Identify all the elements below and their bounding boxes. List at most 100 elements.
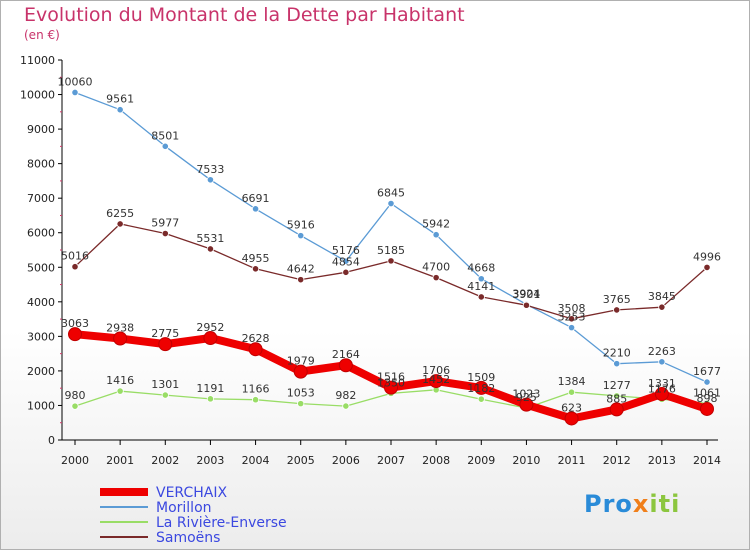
- series-3-label-9: 4141: [467, 280, 495, 293]
- x-tick-label-6: 2006: [332, 454, 360, 467]
- series-2-label-5: 1053: [287, 387, 315, 400]
- series-1-label-3: 7533: [196, 163, 224, 176]
- series-3-point-10: [522, 301, 531, 309]
- series-0-label-13: 1331: [648, 377, 676, 390]
- series-0-point-6: [338, 358, 353, 373]
- series-2-point-6: [342, 402, 350, 410]
- legend-label-0: VERCHAIX: [156, 485, 227, 501]
- series-1-point-12: [613, 360, 621, 368]
- series-3-label-12: 3765: [603, 293, 631, 306]
- series-2-label-2: 1301: [151, 378, 179, 391]
- series-2-label-12: 1277: [603, 379, 631, 392]
- series-0-label-7: 1516: [377, 371, 405, 384]
- y-tick-label-0: 0: [48, 434, 55, 447]
- series-1-label-7: 6845: [377, 187, 405, 200]
- x-tick-label-2: 2002: [151, 454, 179, 467]
- series-1-point-0: [71, 88, 79, 97]
- series-2-label-6: 982: [335, 389, 356, 402]
- series-3-point-3: [206, 245, 215, 253]
- x-tick-label-5: 2005: [287, 454, 315, 467]
- series-0-point-12: [609, 402, 624, 417]
- series-3-label-14: 4996: [693, 250, 721, 263]
- series-0-point-13: [654, 387, 669, 402]
- series-1-point-14: [703, 378, 711, 386]
- series-1-label-6: 5176: [332, 244, 360, 257]
- series-0-point-7: [384, 380, 398, 395]
- series-2-label-11: 1384: [558, 375, 586, 388]
- series-3-point-7: [387, 257, 395, 265]
- series-3-label-11: 3508: [558, 302, 586, 315]
- series-1-label-5: 5916: [287, 219, 315, 232]
- series-3-point-14: [703, 263, 711, 272]
- proxiti-logo: Proxiti: [584, 490, 680, 518]
- series-2-label-3: 1191: [196, 382, 224, 395]
- series-2-label-1: 1416: [106, 374, 134, 387]
- series-3-point-5: [297, 276, 305, 284]
- series-3-label-6: 4854: [332, 255, 360, 268]
- series-1-label-0: 10060: [58, 75, 93, 88]
- series-3-point-6: [342, 268, 350, 276]
- y-tick-label-5: 5000: [27, 261, 55, 274]
- series-0-point-11: [564, 411, 579, 426]
- series-1-label-13: 2263: [648, 345, 676, 358]
- series-1-point-4: [251, 205, 260, 213]
- series-2-point-4: [251, 396, 260, 404]
- series-0-label-2: 2775: [151, 327, 179, 340]
- x-tick-label-9: 2009: [467, 454, 495, 467]
- series-3-point-11: [567, 315, 576, 323]
- series-0-point-5: [293, 364, 308, 379]
- series-1-point-7: [387, 199, 395, 208]
- legend-label-2: La Rivière-Enverse: [156, 515, 287, 531]
- series-3-label-1: 6255: [106, 207, 134, 220]
- y-tick-label-11: 11000: [20, 54, 55, 67]
- series-3-label-4: 4955: [242, 252, 270, 265]
- series-2-label-8: 1452: [422, 373, 450, 386]
- series-2-point-11: [567, 388, 576, 396]
- series-3-label-8: 4700: [422, 261, 450, 274]
- logo-part-3: iti: [649, 490, 681, 518]
- x-tick-label-11: 2011: [558, 454, 586, 467]
- series-1-label-2: 8501: [151, 129, 179, 142]
- series-0-label-12: 885: [606, 392, 627, 405]
- series-3-point-1: [116, 220, 124, 228]
- series-1-point-2: [161, 142, 169, 150]
- series-0-point-9: [474, 380, 489, 395]
- x-tick-label-7: 2007: [377, 454, 405, 467]
- series-0-point-0: [68, 327, 82, 342]
- series-0-label-4: 2628: [242, 332, 270, 345]
- y-tick-label-6: 6000: [27, 227, 55, 240]
- y-tick-label-1: 1000: [27, 399, 55, 412]
- series-0-point-2: [158, 337, 173, 352]
- legend-label-1: Morillon: [156, 500, 212, 516]
- x-tick-label-13: 2013: [648, 454, 676, 467]
- logo-part-2: x: [632, 490, 650, 518]
- series-0-label-9: 1509: [467, 371, 495, 384]
- series-1-point-13: [658, 358, 666, 366]
- series-1-point-1: [116, 106, 124, 114]
- series-2-label-10: 925: [516, 391, 537, 404]
- series-3-label-3: 5531: [196, 232, 224, 245]
- series-0-label-14: 898: [697, 392, 718, 405]
- series-1-label-1: 9561: [106, 93, 134, 106]
- chart-title: Evolution du Montant de la Dette par Hab…: [24, 4, 465, 26]
- series-3-label-0: 5016: [61, 250, 89, 263]
- series-2-label-4: 1166: [242, 383, 270, 396]
- series-2-label-7: 1350: [377, 376, 405, 389]
- series-1-label-11: 3253: [558, 311, 586, 324]
- series-1-point-5: [297, 232, 305, 240]
- series-3-point-8: [432, 274, 440, 282]
- series-1-label-10: 3924: [512, 287, 540, 300]
- chart-subtitle: (en €): [24, 28, 60, 42]
- series-3-point-0: [71, 263, 79, 271]
- series-0-label-8: 1706: [422, 364, 450, 377]
- y-tick-label-9: 9000: [27, 123, 55, 136]
- series-1-point-8: [432, 231, 440, 239]
- x-tick-label-14: 2014: [693, 454, 721, 467]
- series-2-label-13: 1176: [648, 382, 676, 395]
- x-tick-label-1: 2001: [106, 454, 134, 467]
- series-0-label-1: 2938: [106, 322, 134, 335]
- y-tick-label-4: 4000: [27, 296, 55, 309]
- series-0-point-3: [203, 331, 218, 346]
- series-0-label-3: 2952: [196, 321, 224, 334]
